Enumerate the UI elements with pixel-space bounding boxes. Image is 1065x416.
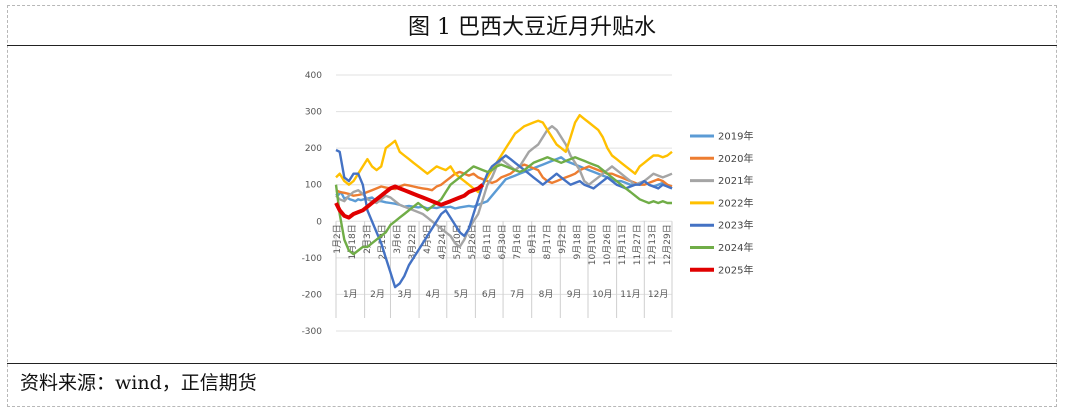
y-tick-label: 0 <box>316 217 322 227</box>
series-line-2025年 <box>334 183 485 220</box>
y-tick-label: 100 <box>305 181 322 191</box>
series-line-2023年 <box>335 148 673 289</box>
x-month-label: 2月 <box>370 289 385 300</box>
x-day-label: 6月30日 <box>497 224 508 259</box>
series-line-2021年 <box>335 124 673 249</box>
source-rule <box>7 363 1057 364</box>
x-month-label: 10月 <box>592 289 612 300</box>
x-month-label: 6月 <box>482 289 497 300</box>
figure-title: 图 1 巴西大豆近月升贴水 <box>408 15 656 40</box>
x-month-label: 8月 <box>539 289 554 300</box>
x-day-label: 7月16日 <box>512 224 523 259</box>
series-line-2022年 <box>335 113 673 194</box>
x-day-label: 5月26日 <box>467 224 478 259</box>
x-month-label: 5月 <box>454 289 469 300</box>
legend-label: 2025年 <box>718 263 753 276</box>
x-month-label: 7月 <box>510 289 525 300</box>
x-month-label: 3月 <box>397 289 412 300</box>
y-tick-label: 200 <box>305 144 322 154</box>
x-day-label: 10月26日 <box>602 224 613 265</box>
y-tick-label: -300 <box>302 327 323 337</box>
x-day-label: 5月10日 <box>452 224 463 259</box>
legend-label: 2021年 <box>718 174 753 187</box>
x-day-label: 6月11日 <box>482 224 493 259</box>
x-day-label: 11月27日 <box>632 224 643 265</box>
x-day-label: 8月1日 <box>527 224 538 253</box>
legend-label: 2024年 <box>718 241 753 254</box>
x-day-label: 9月18日 <box>572 224 583 259</box>
x-day-label: 3月22日 <box>407 224 418 259</box>
legend-label: 2022年 <box>718 196 753 209</box>
source-note: 资料来源：wind，正信期货 <box>20 372 257 394</box>
y-tick-label: -200 <box>302 290 323 300</box>
legend-label: 2020年 <box>718 152 753 165</box>
x-month-label: 4月 <box>426 289 441 300</box>
x-day-label: 10月10日 <box>587 224 598 265</box>
x-day-label: 9月2日 <box>557 224 568 253</box>
y-tick-label: 300 <box>305 108 322 118</box>
x-month-label: 12月 <box>648 289 668 300</box>
x-day-label: 1月18日 <box>347 224 358 259</box>
x-day-label: 4月24日 <box>437 224 448 259</box>
x-month-label: 1月 <box>343 289 358 300</box>
x-month-label: 11月 <box>620 289 640 300</box>
x-day-label: 12月29日 <box>662 224 673 265</box>
x-day-label: 2月19日 <box>377 224 388 259</box>
series-line-2019年 <box>335 156 673 210</box>
x-day-label: 3月6日 <box>392 224 403 253</box>
figure-frame <box>7 5 1057 407</box>
y-tick-label: -100 <box>302 254 323 264</box>
legend-label: 2023年 <box>718 219 753 232</box>
y-tick-label: 400 <box>305 71 322 81</box>
x-day-label: 12月13日 <box>647 224 658 265</box>
x-day-label: 11月11日 <box>617 224 628 265</box>
x-day-label: 8月17日 <box>542 224 553 259</box>
x-month-label: 9月 <box>567 289 582 300</box>
x-day-label: 2月3日 <box>362 224 373 253</box>
title-rule <box>7 45 1057 46</box>
legend-label: 2019年 <box>718 130 753 143</box>
x-day-label: 4月8日 <box>422 224 433 253</box>
series-line-2024年 <box>334 156 672 256</box>
x-day-label: 1月2日 <box>332 224 343 253</box>
